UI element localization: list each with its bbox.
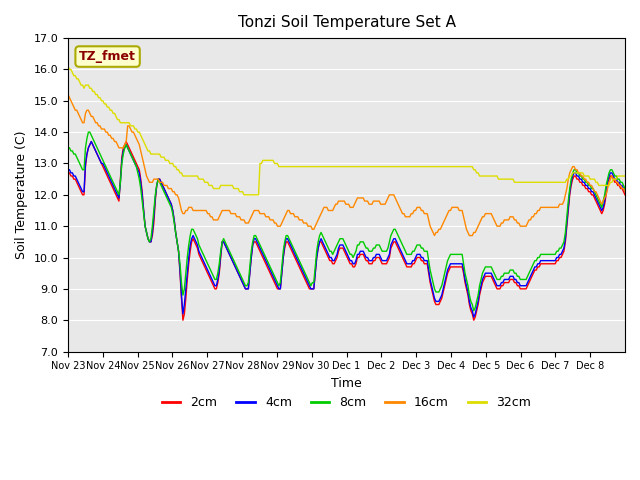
X-axis label: Time: Time <box>331 377 362 390</box>
Title: Tonzi Soil Temperature Set A: Tonzi Soil Temperature Set A <box>237 15 456 30</box>
Y-axis label: Soil Temperature (C): Soil Temperature (C) <box>15 131 28 259</box>
Text: TZ_fmet: TZ_fmet <box>79 50 136 63</box>
Legend: 2cm, 4cm, 8cm, 16cm, 32cm: 2cm, 4cm, 8cm, 16cm, 32cm <box>157 391 536 414</box>
